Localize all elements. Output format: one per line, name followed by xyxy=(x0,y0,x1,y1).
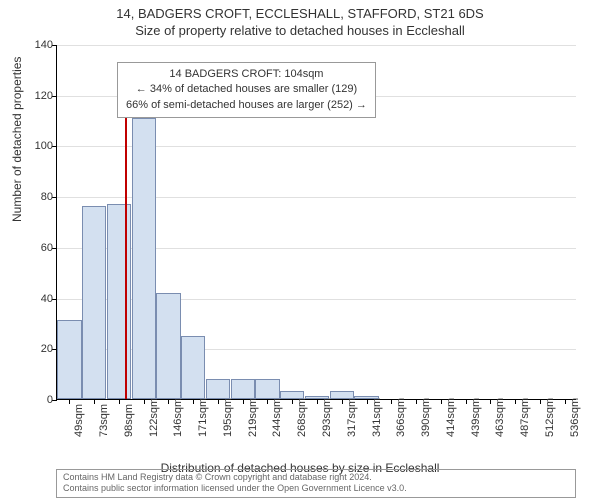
chart-title-sub: Size of property relative to detached ho… xyxy=(0,23,600,38)
x-tick-mark xyxy=(565,399,566,404)
x-tick-label: 171sqm xyxy=(197,398,209,437)
x-tick-label: 463sqm xyxy=(494,398,506,437)
x-tick-mark xyxy=(367,399,368,404)
histogram-bar xyxy=(156,293,180,400)
x-tick-mark xyxy=(466,399,467,404)
info-box-line: 14 BADGERS CROFT: 104sqm xyxy=(126,67,367,82)
x-tick-label: 73sqm xyxy=(98,404,110,437)
x-tick-label: 366sqm xyxy=(395,398,407,437)
histogram-bar xyxy=(181,336,205,399)
x-tick-label: 122sqm xyxy=(148,398,160,437)
x-tick-label: 98sqm xyxy=(123,404,135,437)
x-tick-label: 512sqm xyxy=(544,398,556,437)
y-tick-label: 140 xyxy=(25,39,53,51)
x-tick-mark xyxy=(490,399,491,404)
x-tick-label: 487sqm xyxy=(519,398,531,437)
y-tick-label: 0 xyxy=(25,394,53,406)
y-axis-label: Number of detached properties xyxy=(10,57,24,222)
plot-area: 02040608010012014049sqm73sqm98sqm122sqm1… xyxy=(56,45,576,400)
histogram-bar xyxy=(57,320,81,399)
x-tick-mark xyxy=(243,399,244,404)
x-tick-label: 317sqm xyxy=(346,398,358,437)
histogram-bar xyxy=(280,391,304,399)
x-tick-mark xyxy=(540,399,541,404)
x-tick-label: 49sqm xyxy=(73,404,85,437)
x-tick-mark xyxy=(342,399,343,404)
x-tick-mark xyxy=(168,399,169,404)
x-tick-mark xyxy=(441,399,442,404)
x-tick-mark xyxy=(317,399,318,404)
footer-attribution: Contains HM Land Registry data © Crown c… xyxy=(56,469,576,498)
x-tick-mark xyxy=(292,399,293,404)
histogram-bar xyxy=(107,204,131,399)
x-tick-mark xyxy=(416,399,417,404)
x-tick-label: 390sqm xyxy=(420,398,432,437)
x-tick-label: 146sqm xyxy=(172,398,184,437)
histogram-bar xyxy=(206,379,230,399)
histogram-bar xyxy=(82,206,106,399)
x-tick-label: 536sqm xyxy=(569,398,581,437)
y-tick-label: 60 xyxy=(25,242,53,254)
y-tick-label: 40 xyxy=(25,293,53,305)
histogram-bar xyxy=(305,396,329,399)
histogram-bar xyxy=(231,379,255,399)
x-tick-label: 341sqm xyxy=(371,398,383,437)
property-info-box: 14 BADGERS CROFT: 104sqm← 34% of detache… xyxy=(117,62,376,118)
x-tick-mark xyxy=(144,399,145,404)
x-tick-label: 195sqm xyxy=(222,398,234,437)
chart-container: 14, BADGERS CROFT, ECCLESHALL, STAFFORD,… xyxy=(0,0,600,500)
x-tick-mark xyxy=(94,399,95,404)
x-tick-label: 293sqm xyxy=(321,398,333,437)
x-tick-mark xyxy=(119,399,120,404)
x-tick-mark xyxy=(267,399,268,404)
grid-line xyxy=(57,45,576,46)
footer-line-2: Contains public sector information licen… xyxy=(63,483,569,495)
histogram-bar xyxy=(132,118,156,399)
x-tick-label: 439sqm xyxy=(470,398,482,437)
x-tick-mark xyxy=(391,399,392,404)
info-box-line: 66% of semi-detached houses are larger (… xyxy=(126,98,367,113)
x-tick-label: 219sqm xyxy=(247,398,259,437)
histogram-bar xyxy=(330,391,354,399)
histogram-bar xyxy=(255,379,279,399)
x-tick-mark xyxy=(69,399,70,404)
y-tick-label: 100 xyxy=(25,140,53,152)
chart-title-main: 14, BADGERS CROFT, ECCLESHALL, STAFFORD,… xyxy=(0,6,600,21)
x-tick-mark xyxy=(218,399,219,404)
x-tick-label: 268sqm xyxy=(296,398,308,437)
histogram-bar xyxy=(354,396,378,399)
y-tick-label: 20 xyxy=(25,343,53,355)
footer-line-1: Contains HM Land Registry data © Crown c… xyxy=(63,472,569,484)
x-tick-mark xyxy=(515,399,516,404)
y-tick-label: 80 xyxy=(25,191,53,203)
property-marker-line xyxy=(125,90,127,399)
x-tick-mark xyxy=(193,399,194,404)
x-tick-label: 414sqm xyxy=(445,398,457,437)
x-tick-label: 244sqm xyxy=(271,398,283,437)
y-tick-label: 120 xyxy=(25,90,53,102)
info-box-line: ← 34% of detached houses are smaller (12… xyxy=(126,82,367,97)
